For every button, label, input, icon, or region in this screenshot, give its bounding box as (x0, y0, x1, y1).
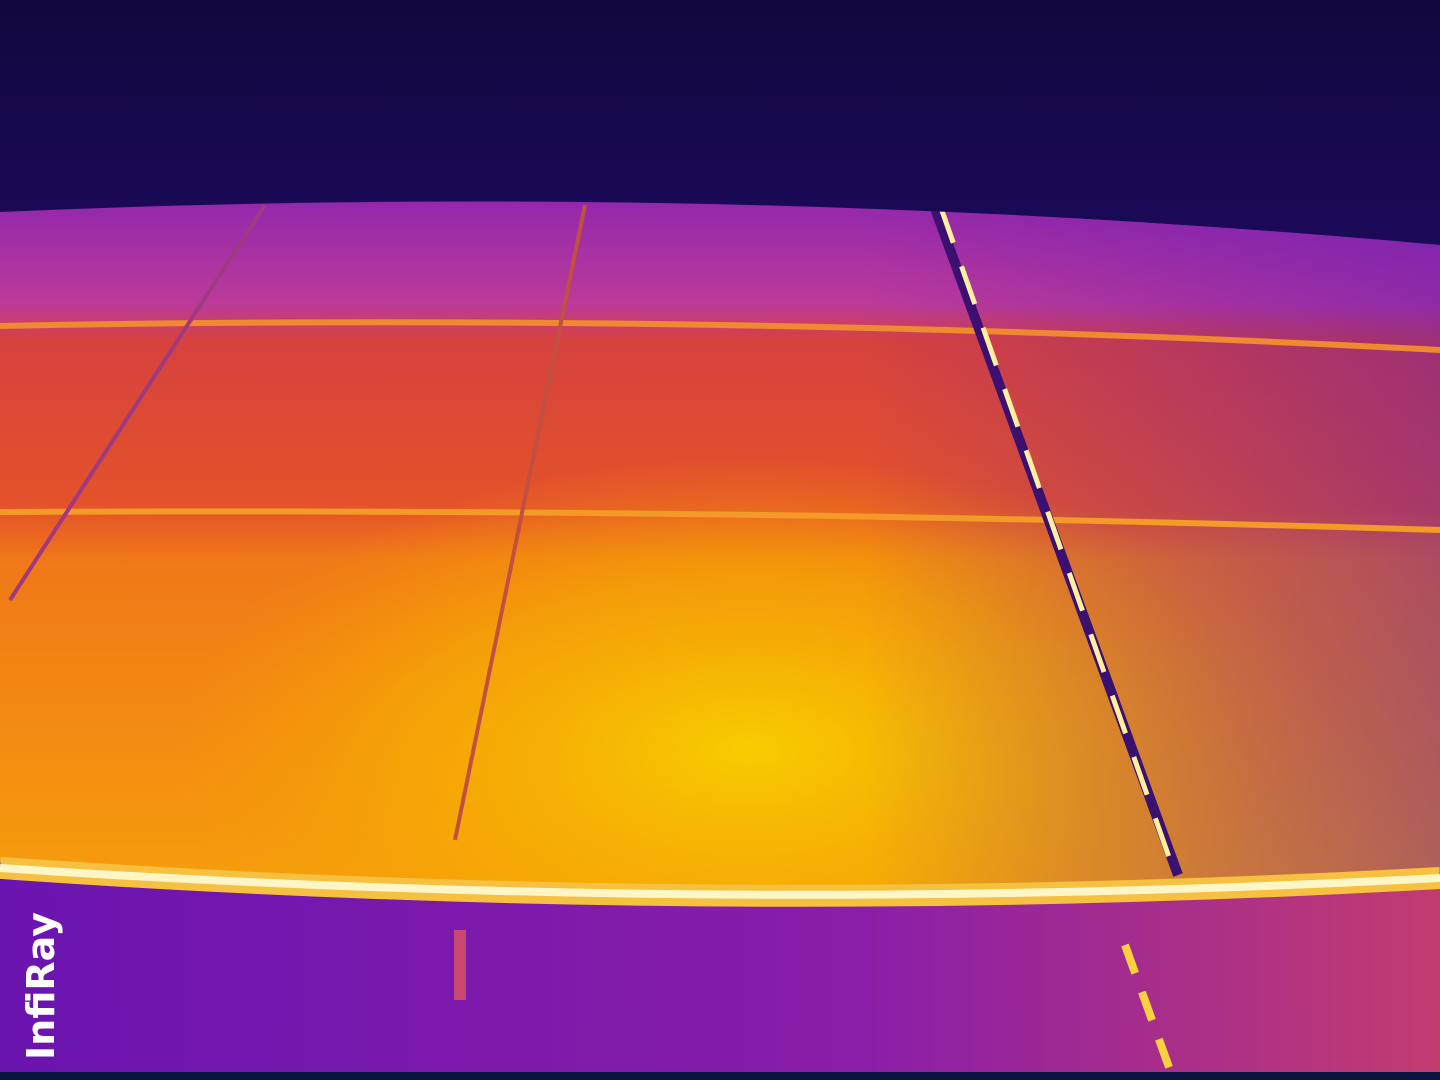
frame-highlight (0, 864, 1440, 899)
panel-seam (453, 204, 587, 841)
panel-seam (0, 319, 1440, 353)
bottom-bar (0, 1072, 1440, 1080)
panel-seam (8, 203, 267, 602)
panel-seam (0, 508, 1440, 533)
floor-line (1121, 943, 1174, 1072)
hot-joint (937, 204, 1173, 861)
floor (0, 880, 1440, 1072)
panels (0, 201, 1440, 887)
cool-edge (0, 201, 1440, 887)
watermark: InfiRay (19, 912, 63, 1060)
